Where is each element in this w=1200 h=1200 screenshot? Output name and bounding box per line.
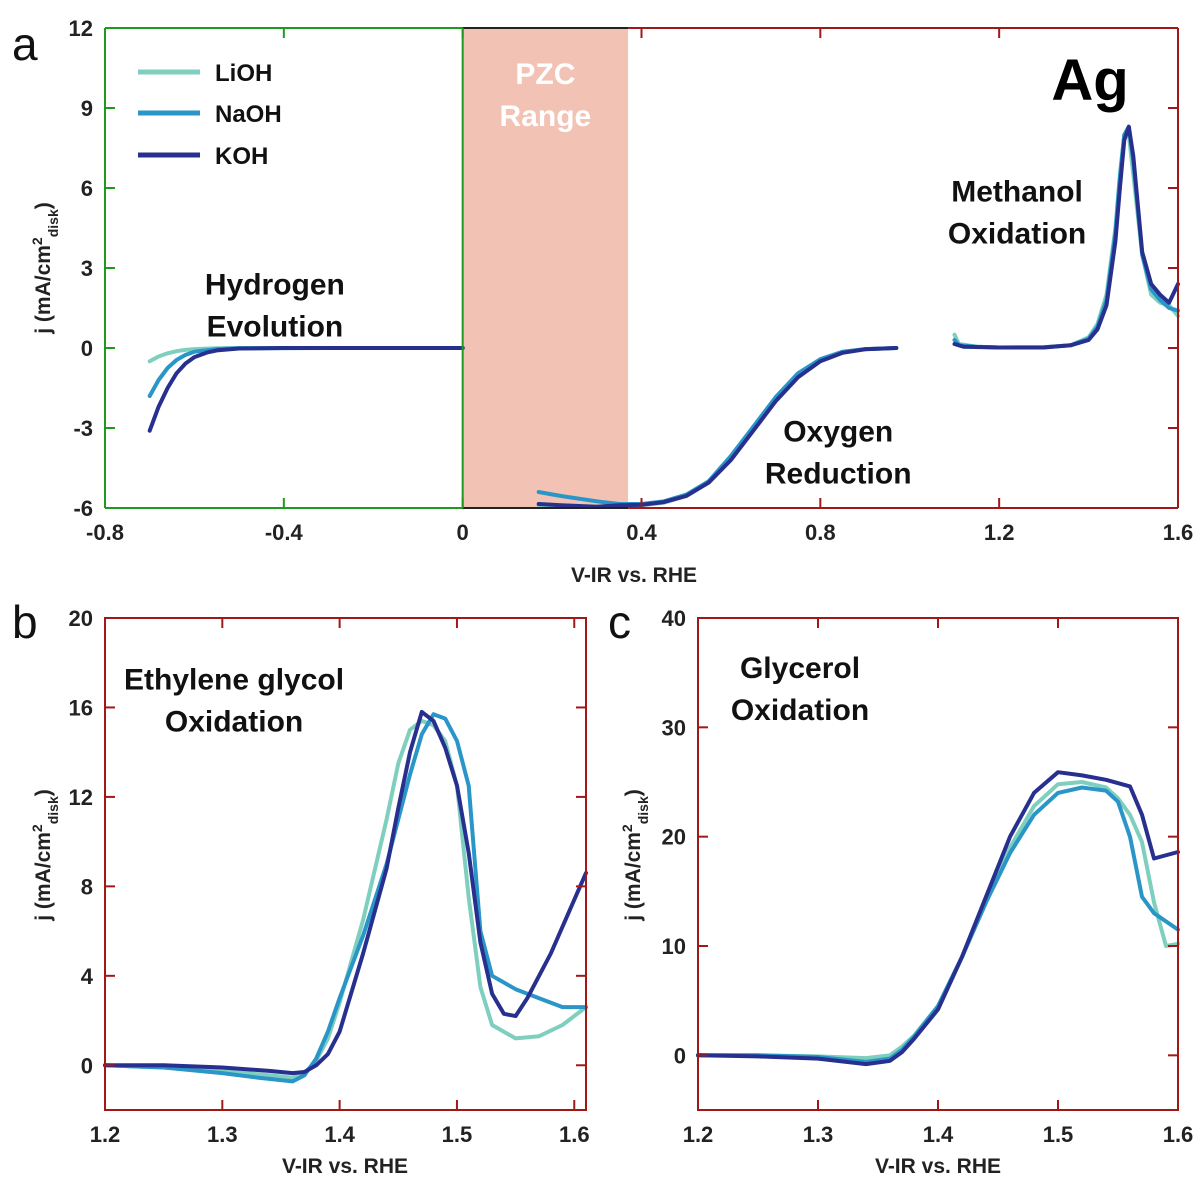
panel-a-title: Ag <box>1051 48 1128 113</box>
panel-b-xlabel: V-IR vs. RHE <box>282 1155 408 1178</box>
annotation-line: Ethylene glycol <box>124 664 344 697</box>
y-tick-label: 4 <box>81 964 94 989</box>
pzc-label-line: Range <box>500 100 592 133</box>
y-tick-label: 16 <box>69 695 93 720</box>
y-tick-label: 12 <box>69 16 93 41</box>
y-tick-label: 40 <box>662 606 686 631</box>
x-tick-label: -0.8 <box>86 520 124 545</box>
x-tick-label: 0.4 <box>626 520 657 545</box>
y-tick-label: 10 <box>662 934 686 959</box>
plot-frame <box>697 617 1179 1111</box>
x-tick-label: 1.2 <box>683 1122 714 1147</box>
panel-b: b 1.2 1.3 1.4 1.5 1.6 0 4 8 12 16 20 Ethylene glyc… <box>12 596 590 1178</box>
x-tick-label: 1.4 <box>324 1122 355 1147</box>
annotation-line: Oxidation <box>731 694 869 727</box>
x-tick-label: 1.5 <box>1043 1122 1074 1147</box>
series-naoh-line <box>696 785 1180 1064</box>
y-tick-label: -6 <box>73 496 93 521</box>
x-tick-label: 1.5 <box>442 1122 473 1147</box>
annotation-line: Oxygen <box>783 415 893 448</box>
x-tick-label: 1.4 <box>923 1122 954 1147</box>
y-tick-label: 20 <box>662 825 686 850</box>
y-tick-label: 0 <box>81 336 93 361</box>
y-tick-label: 12 <box>69 785 93 810</box>
y-tick-label: 0 <box>674 1043 686 1068</box>
panel-b-ylabel: j (mA/cm2disk) <box>29 789 61 922</box>
y-tick-label: 8 <box>81 874 93 899</box>
x-tick-label: -0.4 <box>265 520 304 545</box>
x-tick-label: 1.6 <box>1163 520 1194 545</box>
panel-c-ylabel: j (mA/cm2disk) <box>619 789 651 922</box>
series-naoh-line <box>103 712 588 1084</box>
x-tick-label: 1.2 <box>90 1122 121 1147</box>
x-tick-label: 0 <box>457 520 469 545</box>
series-koh-line <box>147 346 465 433</box>
x-tick-label: 1.3 <box>207 1122 238 1147</box>
panel-c-xlabel: V-IR vs. RHE <box>875 1155 1001 1178</box>
series-lioh-line <box>103 718 588 1080</box>
panel-a-ylabel: j (mA/cm2disk) <box>29 202 61 335</box>
annotation-line: Reduction <box>765 457 912 490</box>
y-tick-label: 30 <box>662 715 686 740</box>
annotation-line: Glycerol <box>740 652 860 685</box>
legend: LiOH NaOH KOH <box>138 60 282 170</box>
legend-label-naoh: NaOH <box>215 101 282 128</box>
plot-frame <box>104 617 587 1111</box>
y-tick-label: 3 <box>81 256 93 281</box>
annotation-line: Oxidation <box>165 706 303 739</box>
annotation-line: Hydrogen <box>205 269 345 302</box>
annotation-line: Evolution <box>207 311 344 344</box>
pzc-region <box>462 28 629 508</box>
x-tick-label: 1.3 <box>803 1122 834 1147</box>
y-tick-label: 0 <box>81 1053 93 1078</box>
legend-label-lioh: LiOH <box>215 60 272 87</box>
x-tick-label: 1.6 <box>559 1122 590 1147</box>
annotation-line: Methanol <box>951 175 1083 208</box>
panel-c: c 1.2 1.3 1.4 1.5 1.6 0 10 20 30 40 Glycerol Oxida… <box>608 596 1193 1178</box>
x-tick-label: 1.6 <box>1163 1122 1194 1147</box>
annotation-line: Oxidation <box>948 217 1086 250</box>
panel-a: a PZC Range -0.8 -0.4 0 0.4 0.8 1.2 1.6 -6 -3 0 3 6 9… <box>12 16 1193 587</box>
series-koh-line <box>536 346 899 509</box>
series-koh-line <box>103 709 588 1076</box>
y-tick-label: -3 <box>73 416 93 441</box>
panel-c-letter: c <box>608 596 631 648</box>
legend-label-koh: KOH <box>215 143 268 170</box>
panel-a-letter: a <box>12 18 38 70</box>
panel-a-xlabel: V-IR vs. RHE <box>571 564 697 587</box>
y-tick-label: 9 <box>81 96 93 121</box>
x-tick-label: 1.2 <box>984 520 1015 545</box>
pzc-label-line: PZC <box>515 58 575 91</box>
series-lioh-line <box>696 780 1180 1061</box>
y-tick-label: 6 <box>81 176 93 201</box>
series-koh-line <box>696 770 1180 1067</box>
series-koh-line <box>952 124 1180 350</box>
y-tick-label: 20 <box>69 606 93 631</box>
x-tick-label: 0.8 <box>805 520 836 545</box>
panel-b-letter: b <box>12 596 38 648</box>
